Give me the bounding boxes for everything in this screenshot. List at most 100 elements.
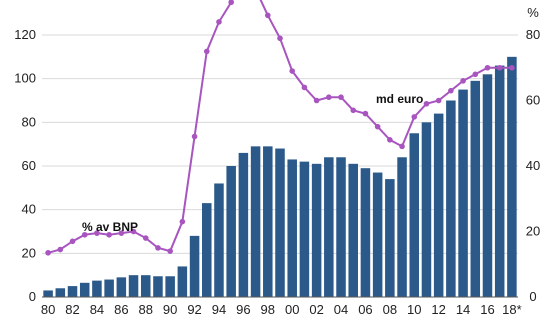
line-point <box>313 97 320 104</box>
line-point <box>57 246 64 253</box>
bar <box>324 157 334 297</box>
line-point <box>509 64 515 71</box>
x-tick-label: 86 <box>114 302 128 317</box>
line-point <box>81 231 88 238</box>
line-point <box>338 94 344 101</box>
x-tick-label: 88 <box>139 302 153 317</box>
line-point <box>496 64 503 71</box>
y-left-tick-label: 60 <box>22 158 36 173</box>
line-point <box>228 0 234 6</box>
bar <box>446 100 456 297</box>
line-point <box>155 245 161 251</box>
bar <box>311 163 322 297</box>
bar <box>214 183 224 297</box>
line-point <box>411 114 418 120</box>
x-axis: 80 82 84 86 88 90 92 94 96 98 00 02 04 06 08 10 12 14 16 18… <box>41 296 522 317</box>
line-point <box>350 107 357 114</box>
line-point <box>45 249 51 256</box>
bar <box>470 80 481 297</box>
bar <box>409 133 420 297</box>
y-right-tick-label: 80 <box>526 27 540 42</box>
bar <box>250 146 261 297</box>
line-point <box>435 97 442 104</box>
bar <box>336 157 346 297</box>
y-right-tick-label: 40 <box>526 158 540 173</box>
line-point <box>460 78 466 84</box>
y-axis-left: 0 20 40 60 80 100 120 <box>14 27 36 304</box>
x-tick-label: 04 <box>334 302 348 317</box>
bar <box>226 166 236 297</box>
y-left-tick-label: 0 <box>29 289 36 304</box>
x-tick-label: 18* <box>502 302 522 317</box>
bar <box>421 122 432 297</box>
bar <box>116 277 127 297</box>
line-point <box>216 19 222 25</box>
line-series-percent-bnp <box>45 0 515 256</box>
y-right-tick-label: 0 <box>529 289 536 304</box>
line-point <box>289 68 296 74</box>
line-point <box>203 48 210 55</box>
x-tick-label: 80 <box>41 302 55 317</box>
line-point <box>374 123 381 130</box>
line-point <box>301 84 308 91</box>
line-point <box>118 230 125 236</box>
bar-series-md-euro <box>43 56 517 298</box>
line-point <box>130 228 137 235</box>
x-tick-label: 94 <box>212 302 226 317</box>
line-point <box>472 71 479 78</box>
bar <box>165 276 175 297</box>
line-point <box>387 137 393 143</box>
bar <box>189 235 200 297</box>
x-tick-label: 90 <box>163 302 177 317</box>
bar <box>507 56 517 298</box>
bar <box>67 286 78 297</box>
x-tick-label: 16 <box>480 302 494 317</box>
annotation-percent-bnp: % av BNP <box>82 220 138 234</box>
y-left-tick-label: 20 <box>22 245 36 260</box>
bar <box>299 161 310 297</box>
line-point <box>69 238 76 245</box>
y-left-tick-label: 40 <box>22 202 36 217</box>
bar <box>397 157 407 297</box>
bar <box>128 275 139 297</box>
bar <box>92 280 102 297</box>
x-tick-label: 08 <box>383 302 397 317</box>
bar <box>482 74 493 297</box>
bar <box>104 279 114 297</box>
bar <box>55 288 66 297</box>
line-point <box>399 143 405 150</box>
line-point <box>94 230 100 236</box>
x-tick-label: 82 <box>65 302 79 317</box>
x-tick-label: 96 <box>236 302 250 317</box>
bar <box>348 163 358 297</box>
line-point <box>179 218 186 225</box>
y-right-unit-label: % <box>527 5 539 20</box>
x-tick-label: 14 <box>456 302 470 317</box>
y-left-tick-label: 120 <box>14 27 36 42</box>
bar <box>433 113 444 297</box>
line-point <box>448 87 454 94</box>
annotation-md-euro: md euro <box>376 92 423 106</box>
bar <box>153 276 163 297</box>
bar <box>177 266 188 297</box>
bar <box>275 148 285 297</box>
line-point <box>423 100 430 107</box>
y-right-tick-label: 60 <box>526 93 540 108</box>
bar <box>494 65 505 297</box>
y-left-tick-label: 80 <box>22 114 36 129</box>
x-tick-label: 92 <box>187 302 201 317</box>
bar <box>202 203 212 297</box>
bar <box>140 275 151 297</box>
bar <box>287 159 297 297</box>
y-axis-right: 0 20 40 60 80 <box>526 27 540 304</box>
line-point <box>142 235 149 241</box>
x-tick-label: 12 <box>431 302 445 317</box>
bar <box>79 282 90 297</box>
line-point <box>167 248 173 254</box>
bar <box>263 146 273 297</box>
line-point <box>277 35 283 42</box>
x-tick-label: 10 <box>407 302 421 317</box>
line-point <box>191 133 198 140</box>
y-right-tick-label: 20 <box>526 224 540 239</box>
